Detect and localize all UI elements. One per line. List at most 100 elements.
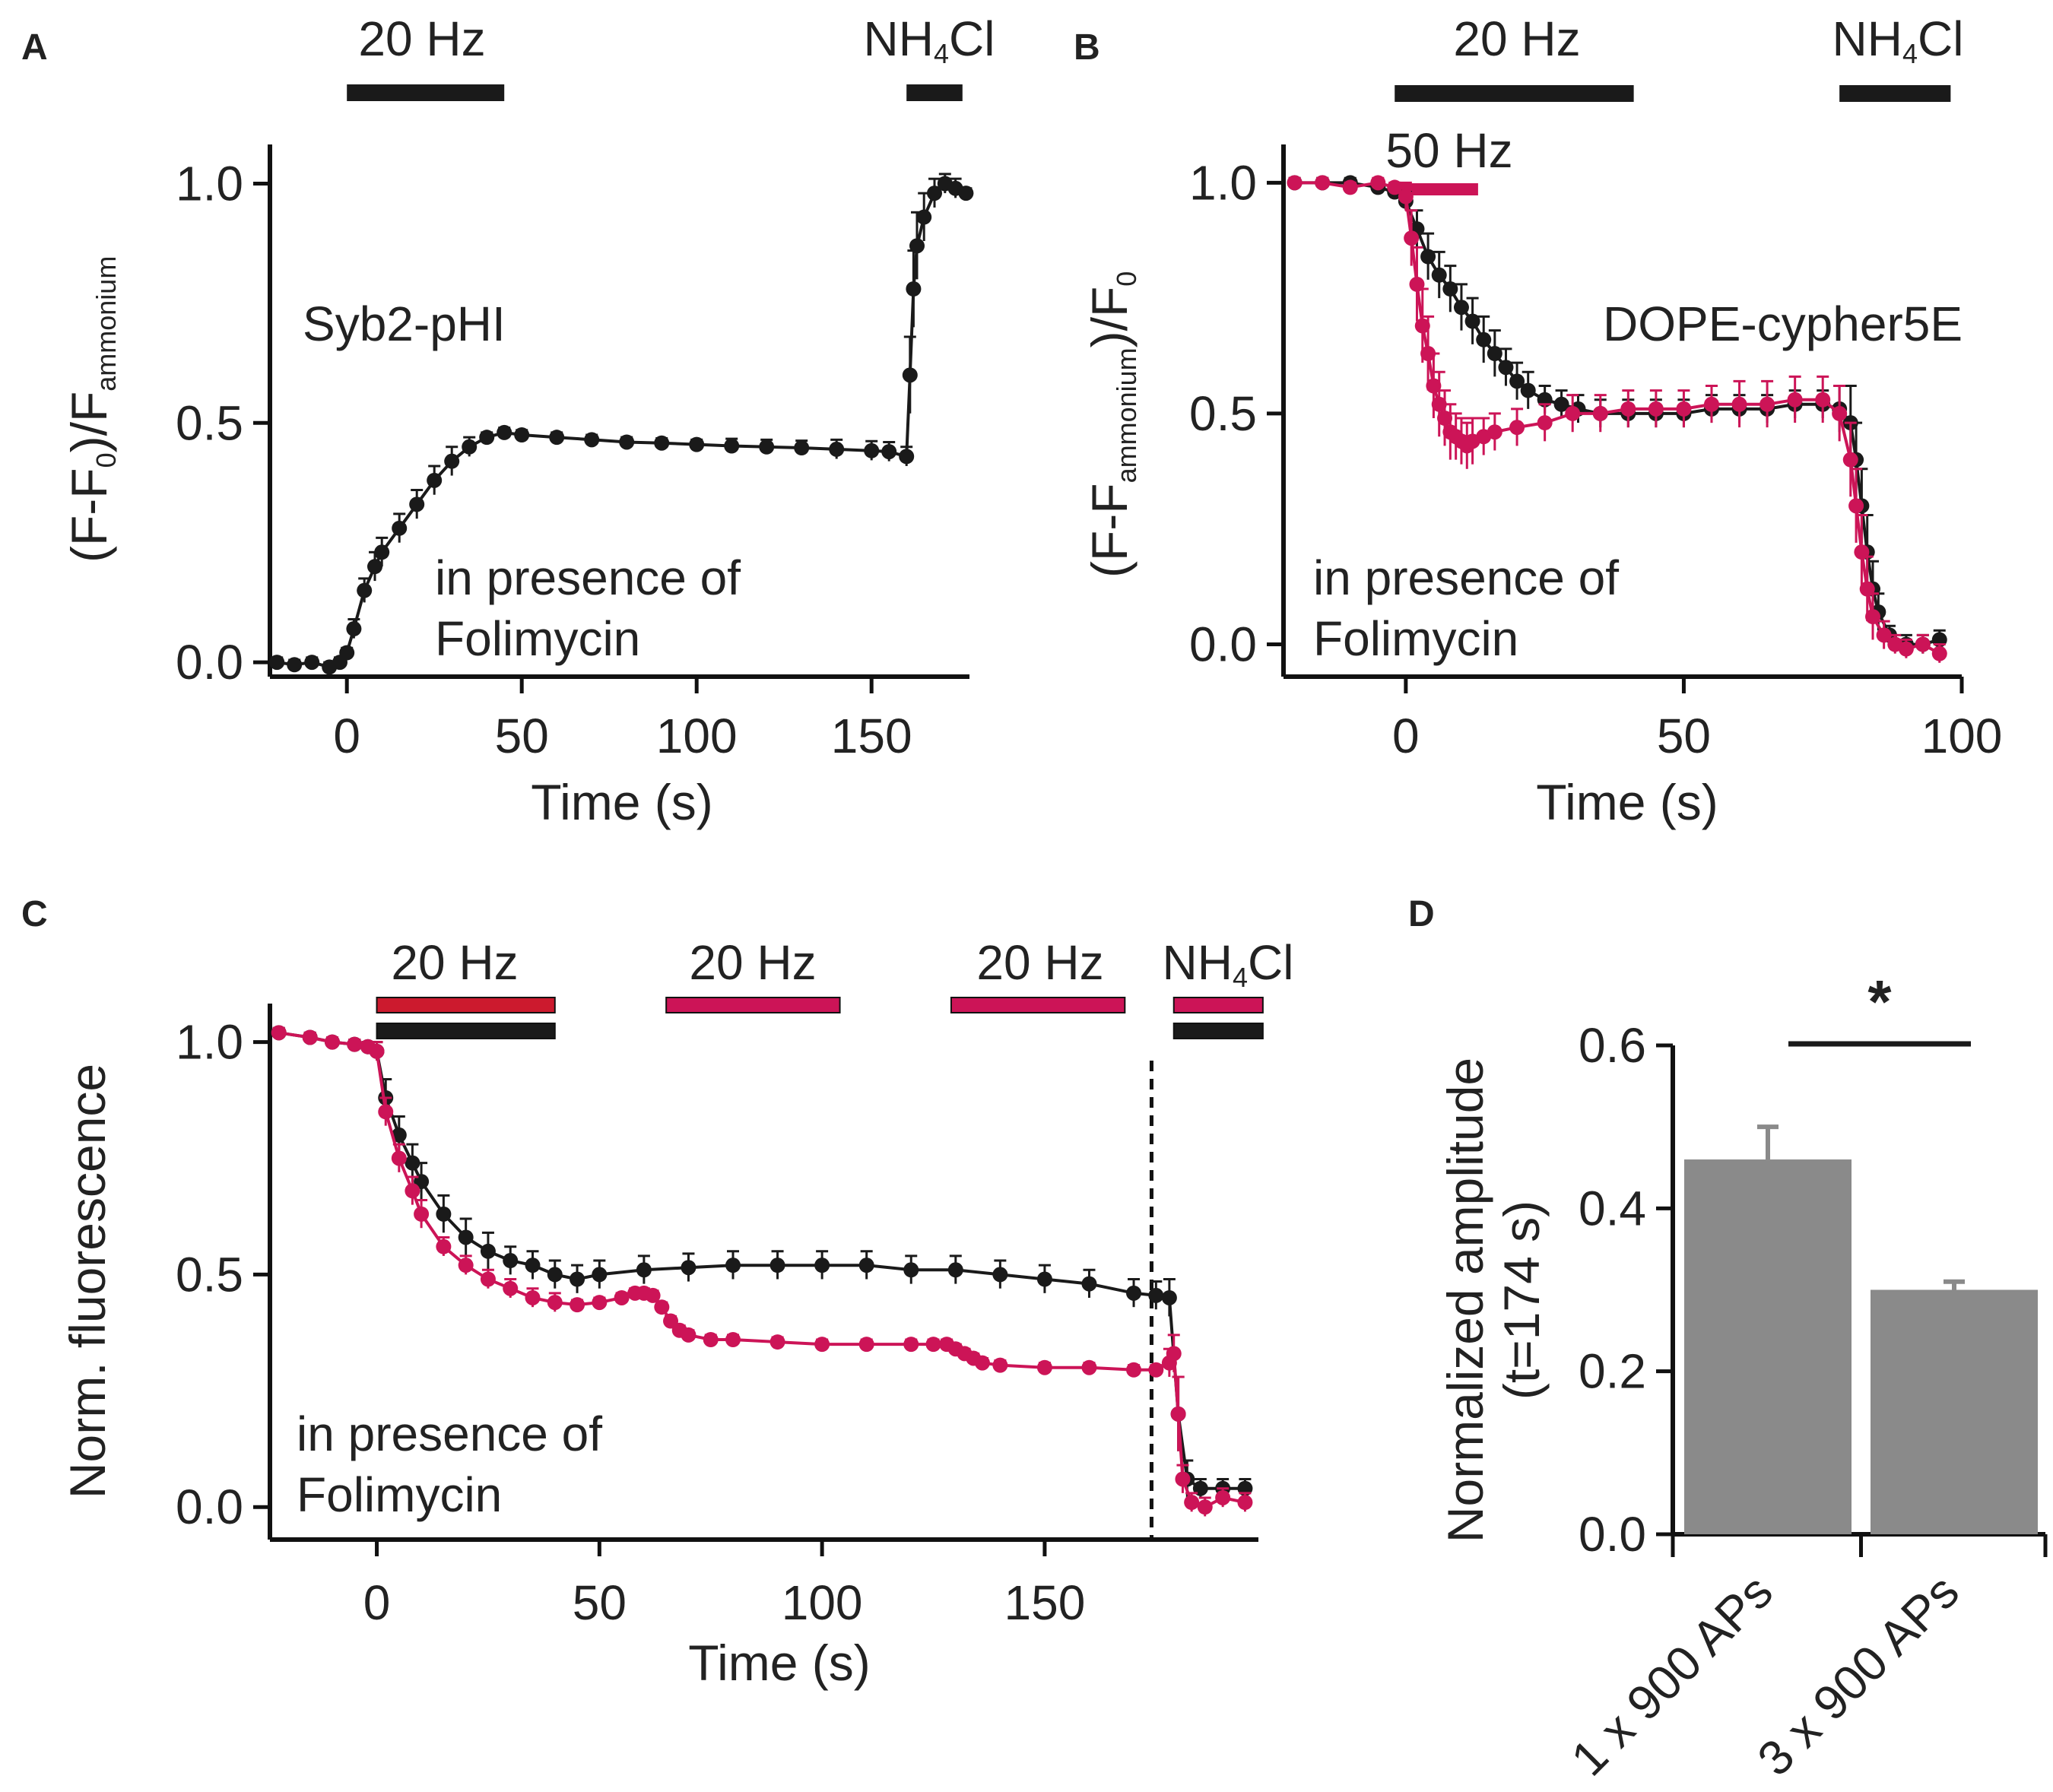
data-point [974, 1355, 990, 1371]
data-point [909, 238, 925, 254]
stimulus-bars [347, 84, 963, 101]
stim-label-20hz: 20 Hz [358, 11, 485, 66]
panel-letter-b: B [1074, 27, 1100, 68]
data-point [1520, 382, 1536, 398]
data-point [1648, 401, 1664, 417]
data-point [339, 645, 355, 661]
data-point [1287, 175, 1303, 191]
data-point [547, 1295, 563, 1311]
data-point [346, 621, 362, 637]
data-point [1170, 1406, 1186, 1422]
data-point [814, 1337, 830, 1353]
data-point [584, 432, 600, 448]
data-point [689, 436, 705, 452]
y-tick-label: 0.0 [1189, 617, 1257, 672]
y-axis-label: (F-Fammonium)/F0 [1081, 271, 1142, 578]
data-point [1315, 175, 1331, 191]
y-tick-label: 0.4 [1579, 1181, 1646, 1235]
data-point [570, 1271, 585, 1287]
y-tick-label: 0.2 [1579, 1344, 1646, 1399]
x-axis-label: Time (s) [1536, 774, 1718, 830]
x-tick-label: 150 [1004, 1575, 1086, 1630]
data-point [1464, 313, 1480, 329]
y-tick-label: 0.0 [176, 1480, 243, 1534]
stimulus-bar [1172, 997, 1264, 1013]
data-point [1148, 1362, 1164, 1378]
stim-label-nh4cl: NH4Cl [1832, 11, 1964, 69]
y-axis-label: (F-F0)/Fammonium [61, 256, 122, 563]
bar [1684, 1159, 1852, 1534]
y-tick-label: 0.0 [176, 635, 243, 690]
x-tick-label: 0 [1392, 709, 1420, 763]
data-point [1509, 420, 1525, 436]
data-point [405, 1183, 420, 1199]
stimulus-bar [1839, 85, 1951, 102]
stimulus-bars [376, 997, 1264, 1039]
data-point [369, 1043, 385, 1059]
x-tick-label: 50 [495, 709, 549, 763]
data-point [1815, 392, 1831, 408]
data-point [958, 186, 974, 201]
data-point [794, 440, 810, 456]
data-point [1931, 645, 1947, 661]
data-point [1537, 415, 1553, 431]
panel-c: C 20 Hz 20 Hz 20 Hz NH4Cl Norm. fluoresc… [21, 894, 1293, 1691]
y-tick-label: 0.0 [1579, 1507, 1646, 1562]
data-point [479, 430, 495, 446]
data-point [1703, 396, 1719, 412]
x-tick-label: 100 [1921, 709, 2003, 763]
x-axis-label: Time (s) [688, 1635, 871, 1691]
y-tick-label: 1.0 [1189, 155, 1257, 210]
data-point [992, 1267, 1008, 1283]
data-point [514, 427, 530, 443]
stimulus-bar [1172, 1023, 1264, 1039]
data-point [592, 1267, 608, 1283]
data-point [1166, 1346, 1182, 1362]
data-point [1036, 1271, 1052, 1287]
stimulus-bar [906, 84, 963, 101]
data-point [725, 1258, 741, 1273]
data-point [374, 544, 390, 560]
data-point [1404, 230, 1420, 246]
bar [1871, 1289, 2038, 1534]
y-tick-label: 0.5 [1189, 386, 1257, 441]
data-point [378, 1104, 394, 1120]
data-point [1842, 452, 1858, 468]
x-tick-label: 100 [656, 709, 738, 763]
data-point [497, 424, 512, 440]
x-tick-label: 0 [363, 1575, 391, 1630]
data-point [1126, 1285, 1142, 1301]
data-point [525, 1289, 541, 1305]
data-point [906, 281, 922, 297]
data-point [1370, 175, 1386, 191]
x-tick-label: 50 [573, 1575, 627, 1630]
data-point [681, 1260, 696, 1276]
axes: 0.0 0.5 1.0 0 50 100 [1189, 144, 2002, 763]
condition-note-line2: Folimycin [435, 611, 640, 666]
y-axis-label-line2: (t=174 s) [1493, 1200, 1550, 1400]
data-point [392, 520, 408, 536]
y-tick-label: 1.0 [176, 156, 243, 211]
data-point [1731, 396, 1747, 412]
stimulus-bar [376, 997, 556, 1013]
data-point [1420, 249, 1436, 265]
data-point [503, 1253, 519, 1269]
data-point [271, 1025, 287, 1041]
panel-letter-a: A [21, 27, 48, 68]
data-point [1848, 498, 1864, 514]
data-point [592, 1295, 608, 1311]
condition-note-line1: in presence of [297, 1407, 602, 1461]
panel-letter-d: D [1408, 894, 1435, 934]
data-point [269, 655, 285, 671]
data-point [324, 1034, 340, 1050]
data-point [902, 367, 918, 383]
data-point [614, 1289, 630, 1305]
data-point [829, 441, 845, 457]
stimulus-bar [1400, 183, 1478, 195]
data-point [1081, 1359, 1097, 1375]
stimulus-bar [347, 84, 505, 101]
data-point [1081, 1276, 1097, 1292]
data-point [458, 1229, 474, 1245]
data-point [769, 1258, 785, 1273]
x-tick-label: 150 [831, 709, 912, 763]
